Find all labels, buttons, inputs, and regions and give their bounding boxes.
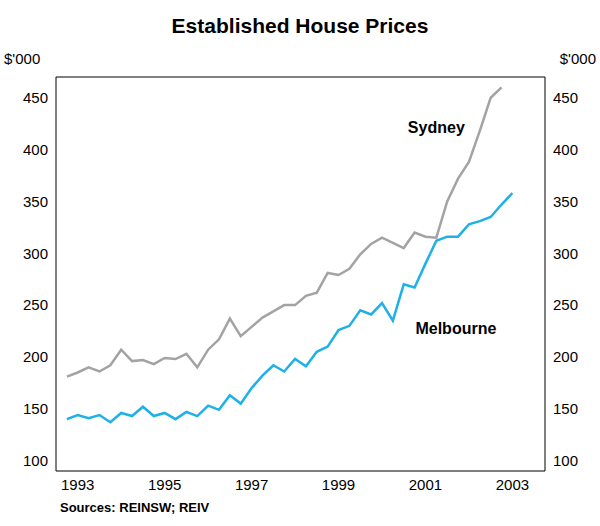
svg-text:200: 200 bbox=[23, 348, 48, 365]
svg-text:450: 450 bbox=[23, 89, 48, 106]
html-text:$'000: $'000 bbox=[559, 50, 596, 67]
svg-text:150: 150 bbox=[553, 400, 578, 417]
svg-text:400: 400 bbox=[553, 141, 578, 158]
svg-text:150: 150 bbox=[23, 400, 48, 417]
svg-text:250: 250 bbox=[553, 296, 578, 313]
svg-text:1997: 1997 bbox=[235, 476, 268, 493]
svg-text:400: 400 bbox=[23, 141, 48, 158]
svg-text:350: 350 bbox=[553, 193, 578, 210]
svg-text:300: 300 bbox=[553, 245, 578, 262]
html-text:Sources: REINSW; REIV: Sources: REINSW; REIV bbox=[60, 500, 210, 515]
svg-text:2003: 2003 bbox=[496, 476, 529, 493]
svg-text:300: 300 bbox=[23, 245, 48, 262]
svg-text:200: 200 bbox=[553, 348, 578, 365]
svg-text:Melbourne: Melbourne bbox=[415, 320, 496, 337]
svg-text:100: 100 bbox=[23, 452, 48, 469]
svg-text:450: 450 bbox=[553, 89, 578, 106]
html-text:Established House Prices: Established House Prices bbox=[171, 14, 429, 37]
svg-text:Sydney: Sydney bbox=[408, 119, 465, 136]
svg-text:1995: 1995 bbox=[148, 476, 181, 493]
svg-text:350: 350 bbox=[23, 193, 48, 210]
html-text:$'000: $'000 bbox=[4, 50, 41, 67]
svg-text:100: 100 bbox=[553, 452, 578, 469]
svg-text:250: 250 bbox=[23, 296, 48, 313]
svg-text:1999: 1999 bbox=[322, 476, 355, 493]
svg-text:2001: 2001 bbox=[409, 476, 442, 493]
svg-text:1993: 1993 bbox=[61, 476, 94, 493]
